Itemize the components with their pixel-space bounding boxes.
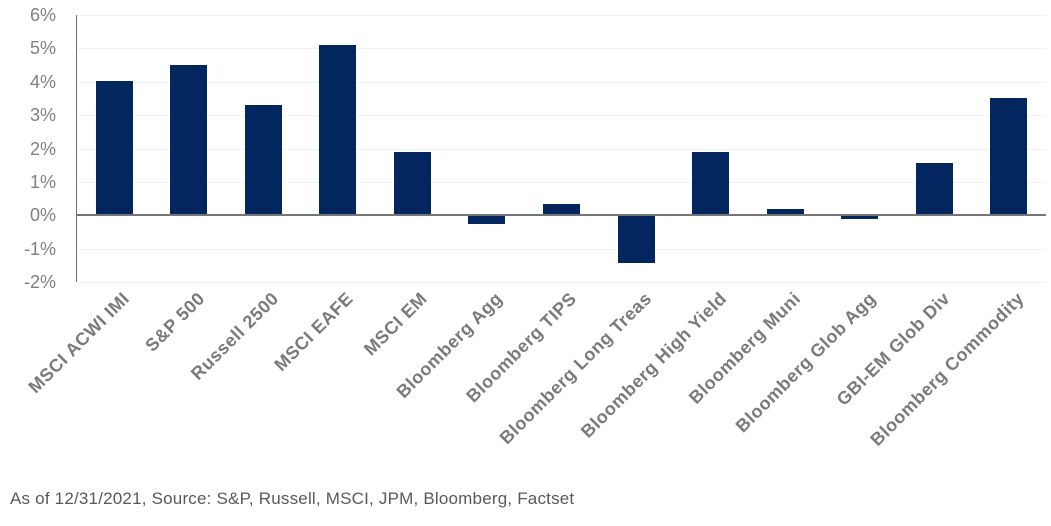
bar: [394, 152, 431, 215]
gridline: [77, 15, 1046, 16]
x-tick-label: MSCI EM: [360, 288, 432, 360]
x-tick-label: Bloomberg Glob Agg: [731, 288, 880, 437]
y-tick-label: -1%: [23, 239, 56, 259]
bar: [692, 152, 729, 215]
x-tick-label: Bloomberg Long Treas: [495, 288, 656, 449]
x-tick-label: Bloomberg High Yield: [576, 288, 731, 442]
bar: [319, 45, 356, 215]
y-tick-label: 6%: [29, 5, 56, 25]
y-tick-label: 4%: [29, 72, 56, 92]
y-tick-label: -2%: [23, 272, 56, 292]
bar: [468, 215, 505, 224]
x-tick-label: MSCI EAFE: [270, 288, 358, 375]
gridline: [77, 82, 1046, 83]
bar: [543, 204, 580, 215]
y-tick-label: 2%: [29, 139, 56, 159]
x-tick-label: Bloomberg Commodity: [866, 288, 1029, 450]
y-tick-label: 0%: [29, 205, 56, 225]
y-tick-label: 3%: [29, 105, 56, 125]
y-axis-line: [76, 15, 77, 282]
x-tick-label: S&P 500: [141, 288, 209, 356]
gridline: [77, 249, 1046, 250]
bar: [618, 215, 655, 263]
bar: [767, 209, 804, 215]
bar: [96, 81, 133, 215]
gridline: [77, 149, 1046, 150]
x-tick-label: MSCI ACWI IMI: [24, 288, 134, 398]
bar: [245, 105, 282, 215]
y-tick-label: 1%: [29, 172, 56, 192]
bar: [170, 65, 207, 215]
source-note: As of 12/31/2021, Source: S&P, Russell, …: [10, 489, 575, 508]
bar: [990, 98, 1027, 215]
gridline: [77, 182, 1046, 183]
gridline: [77, 282, 1046, 283]
bar: [841, 215, 878, 219]
y-tick-label: 5%: [29, 38, 56, 58]
gridline: [77, 115, 1046, 116]
zero-baseline: [76, 214, 1046, 216]
gridline: [77, 48, 1046, 49]
bar: [916, 163, 953, 215]
